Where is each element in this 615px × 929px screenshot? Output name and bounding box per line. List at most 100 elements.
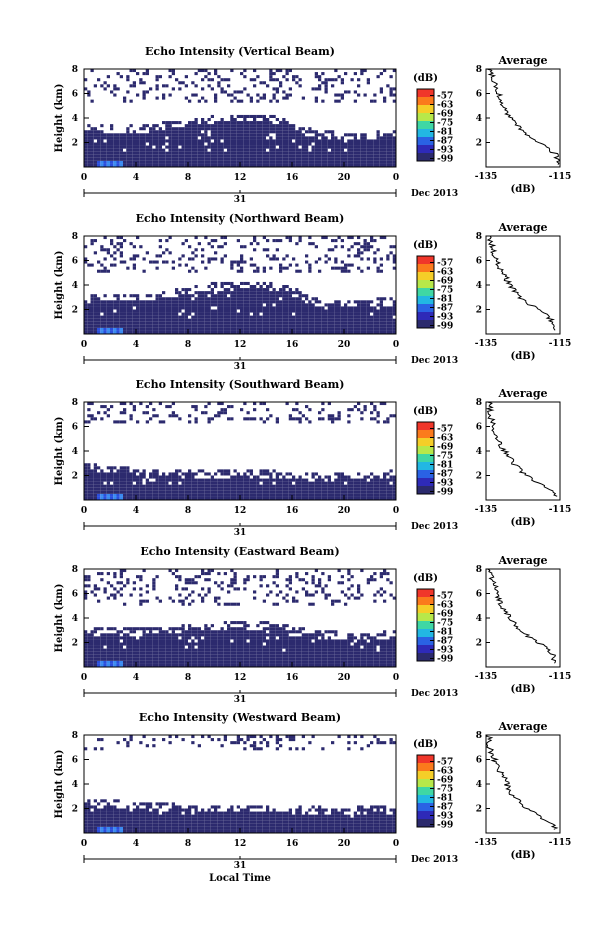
- heatmap-cell: [366, 306, 370, 310]
- heatmap-cell: [240, 281, 244, 285]
- heatmap-cell: [334, 487, 338, 491]
- heatmap-cell: [337, 75, 341, 79]
- heatmap-cell: [87, 151, 91, 155]
- heatmap-cell: [152, 645, 156, 649]
- heatmap-cell: [389, 469, 393, 473]
- heatmap-cell: [123, 660, 127, 664]
- heatmap-cell: [119, 469, 123, 473]
- heatmap-cell: [126, 266, 130, 270]
- heatmap-cell: [168, 75, 172, 79]
- heatmap-cell: [240, 636, 244, 640]
- heatmap-cell: [210, 142, 214, 146]
- heatmap-cell: [162, 163, 166, 167]
- heatmap-cell: [197, 593, 201, 597]
- heatmap-cell: [327, 496, 331, 500]
- heatmap-cell: [119, 493, 123, 497]
- heatmap-cell: [253, 263, 257, 267]
- heatmap-cell: [269, 645, 273, 649]
- heatmap-cell: [106, 248, 110, 252]
- heatmap-cell: [249, 315, 253, 319]
- heatmap-cell: [389, 327, 393, 331]
- heatmap-cell: [194, 327, 198, 331]
- heatmap-cell: [282, 130, 286, 134]
- heatmap-cell: [162, 303, 166, 307]
- heatmap-cell: [97, 318, 101, 322]
- heatmap-cell: [360, 318, 364, 322]
- average-x-tick-label: -135: [475, 339, 498, 349]
- heatmap-cell: [181, 481, 185, 485]
- heatmap-cell: [275, 493, 279, 497]
- heatmap-cell: [155, 324, 159, 328]
- heatmap-cell: [282, 121, 286, 125]
- heatmap-cell: [253, 330, 257, 334]
- heatmap-cell: [340, 481, 344, 485]
- average-title: Average: [497, 387, 547, 400]
- heatmap-cell: [171, 297, 175, 301]
- heatmap-cell: [116, 312, 120, 316]
- heatmap-cell: [233, 630, 237, 634]
- heatmap-cell: [178, 136, 182, 140]
- heatmap-cell: [262, 315, 266, 319]
- heatmap-cell: [275, 487, 279, 491]
- heatmap-cell: [292, 490, 296, 494]
- heatmap-cell: [158, 402, 162, 406]
- heatmap-cell: [357, 84, 361, 88]
- heatmap-cell: [249, 478, 253, 482]
- heatmap-cell: [383, 487, 387, 491]
- heatmap-cell: [204, 318, 208, 322]
- heatmap-cell: [298, 157, 302, 161]
- heatmap-cell: [373, 139, 377, 143]
- heatmap-cell: [311, 490, 315, 494]
- heatmap-cell: [266, 645, 270, 649]
- heatmap-cell: [249, 78, 253, 82]
- heatmap-cell: [243, 300, 247, 304]
- heatmap-cell: [119, 136, 123, 140]
- heatmap-cell: [337, 487, 341, 491]
- heatmap-cell: [207, 493, 211, 497]
- heatmap-cell: [87, 490, 91, 494]
- heatmap-cell: [97, 145, 101, 149]
- heatmap-cell: [298, 151, 302, 155]
- heatmap-cell: [344, 487, 348, 491]
- heatmap-cell: [178, 651, 182, 655]
- heatmap-cell: [217, 160, 221, 164]
- heatmap-cell: [175, 493, 179, 497]
- heatmap-cell: [298, 303, 302, 307]
- heatmap-cell: [392, 303, 396, 307]
- heatmap-cell: [87, 139, 91, 143]
- heatmap-cell: [97, 148, 101, 152]
- heatmap-cell: [188, 624, 192, 628]
- heatmap-cell: [334, 330, 338, 334]
- heatmap-cell: [87, 478, 91, 482]
- heatmap-cell: [353, 254, 357, 258]
- heatmap-cell: [392, 93, 396, 97]
- heatmap-cell: [259, 490, 263, 494]
- heatmap-cell: [110, 318, 114, 322]
- heatmap-cell: [139, 154, 143, 158]
- heatmap-cell: [126, 478, 130, 482]
- heatmap-cell: [321, 327, 325, 331]
- heatmap-cell: [220, 487, 224, 491]
- heatmap-cell: [272, 297, 276, 301]
- heatmap-cell: [129, 321, 133, 325]
- heatmap-cell: [340, 157, 344, 161]
- heatmap-cell: [301, 142, 305, 146]
- heatmap-cell: [249, 136, 253, 140]
- heatmap-cell: [184, 639, 188, 643]
- heatmap-cell: [207, 297, 211, 301]
- heatmap-cell: [165, 157, 169, 161]
- heatmap-cell: [324, 139, 328, 143]
- heatmap-cell: [223, 330, 227, 334]
- heatmap-cell: [272, 78, 276, 82]
- heatmap-cell: [266, 127, 270, 131]
- heatmap-cell: [256, 487, 260, 491]
- heatmap-cell: [233, 657, 237, 661]
- heatmap-cell: [295, 318, 299, 322]
- heatmap-cell: [191, 251, 195, 255]
- heatmap-cell: [379, 493, 383, 497]
- heatmap-cell: [298, 327, 302, 331]
- heatmap-cell: [301, 145, 305, 149]
- heatmap-cell: [158, 487, 162, 491]
- heatmap-cell: [87, 648, 91, 652]
- heatmap-cell: [350, 327, 354, 331]
